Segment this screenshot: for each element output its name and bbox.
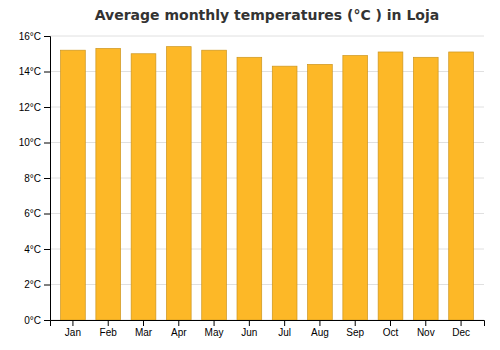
x-tick-mark	[425, 320, 426, 326]
y-tick-mark	[44, 178, 50, 179]
x-tick-label: Feb	[100, 327, 118, 338]
y-tick: 14°C	[19, 66, 50, 77]
bar	[308, 64, 333, 320]
x-tick-mark	[178, 320, 179, 326]
y-tick-label: 0°C	[24, 315, 41, 326]
bar	[272, 66, 297, 320]
y-axis-line	[44, 37, 51, 321]
y-tick-label: 8°C	[24, 173, 41, 184]
x-tick-mark	[72, 320, 73, 326]
x-tick-label: Sep	[346, 327, 364, 338]
title: Average monthly temperatures (°C ) in Lo…	[95, 7, 439, 23]
chart: 0°C 2°C 4°C 6°C 8°C 10°C 12°C 14°C 16°C Jan Feb Mar…	[0, 0, 500, 350]
y-tick-mark	[44, 72, 50, 73]
x-tick-label: Dec	[452, 327, 470, 338]
x-tick-label: Oct	[383, 327, 399, 338]
y-tick-mark	[44, 143, 50, 144]
x-tick-label: Mar	[135, 327, 153, 338]
x-tick-mark	[249, 320, 250, 326]
x-tick-label: Jan	[65, 327, 81, 338]
x-tick-label: Apr	[171, 327, 187, 338]
bar	[61, 50, 86, 320]
y-tick-label: 12°C	[19, 102, 41, 113]
x-axis-line	[51, 321, 485, 327]
x-tick-label: May	[205, 327, 224, 338]
x-tick: Apr	[171, 320, 187, 338]
y-tick: 8°C	[24, 173, 50, 184]
grid	[50, 36, 484, 320]
x-tick-mark	[461, 320, 462, 326]
x-axis: Jan Feb Mar Apr May Jun Jul Aug Sep Oct Nov Dec	[51, 320, 485, 338]
y-tick-label: 10°C	[19, 137, 41, 148]
y-tick-mark	[44, 285, 50, 286]
x-tick-mark	[319, 320, 320, 326]
y-tick: 6°C	[24, 208, 50, 219]
x-tick: May	[205, 320, 224, 338]
y-tick-mark	[44, 107, 50, 108]
y-tick-mark	[44, 36, 50, 37]
y-tick: 10°C	[19, 137, 50, 148]
x-tick: Dec	[452, 320, 470, 338]
bar	[237, 57, 262, 320]
y-tick: 16°C	[19, 31, 50, 42]
x-tick-mark	[108, 320, 109, 326]
y-tick-mark	[44, 249, 50, 250]
y-tick: 4°C	[24, 244, 50, 255]
y-tick: 2°C	[24, 279, 50, 290]
y-axis: 0°C 2°C 4°C 6°C 8°C 10°C 12°C 14°C 16°C	[19, 31, 51, 326]
y-tick-label: 6°C	[24, 208, 41, 219]
bars	[61, 47, 474, 320]
x-tick-mark	[214, 320, 215, 326]
x-tick: Mar	[135, 320, 153, 338]
y-tick-label: 4°C	[24, 244, 41, 255]
x-tick: Oct	[383, 320, 399, 338]
x-tick-mark	[143, 320, 144, 326]
y-tick-label: 16°C	[19, 31, 41, 42]
bar	[449, 52, 474, 320]
bar	[413, 57, 438, 320]
y-tick-mark	[44, 320, 50, 321]
x-tick: Feb	[100, 320, 118, 338]
x-tick: Aug	[311, 320, 329, 338]
x-tick: Nov	[417, 320, 435, 338]
x-tick: Jul	[278, 320, 291, 338]
y-tick: 0°C	[24, 315, 50, 326]
x-tick-label: Aug	[311, 327, 329, 338]
x-tick-mark	[355, 320, 356, 326]
x-tick: Sep	[346, 320, 364, 338]
x-tick-mark	[284, 320, 285, 326]
bar	[343, 56, 368, 320]
bar	[378, 52, 403, 320]
plot: 0°C 2°C 4°C 6°C 8°C 10°C 12°C 14°C 16°C Jan Feb Mar…	[19, 31, 485, 338]
y-tick: 12°C	[19, 102, 50, 113]
x-tick: Jan	[65, 320, 81, 338]
bar	[202, 50, 227, 320]
x-tick-label: Jul	[278, 327, 291, 338]
bar	[96, 48, 121, 320]
y-tick-label: 2°C	[24, 279, 41, 290]
x-tick-label: Jun	[241, 327, 257, 338]
x-tick: Jun	[241, 320, 257, 338]
x-tick-mark	[390, 320, 391, 326]
x-tick-label: Nov	[417, 327, 435, 338]
bar	[131, 54, 156, 320]
grid-line	[50, 36, 484, 37]
y-tick-label: 14°C	[19, 66, 41, 77]
y-tick-mark	[44, 214, 50, 215]
bar	[166, 47, 191, 320]
